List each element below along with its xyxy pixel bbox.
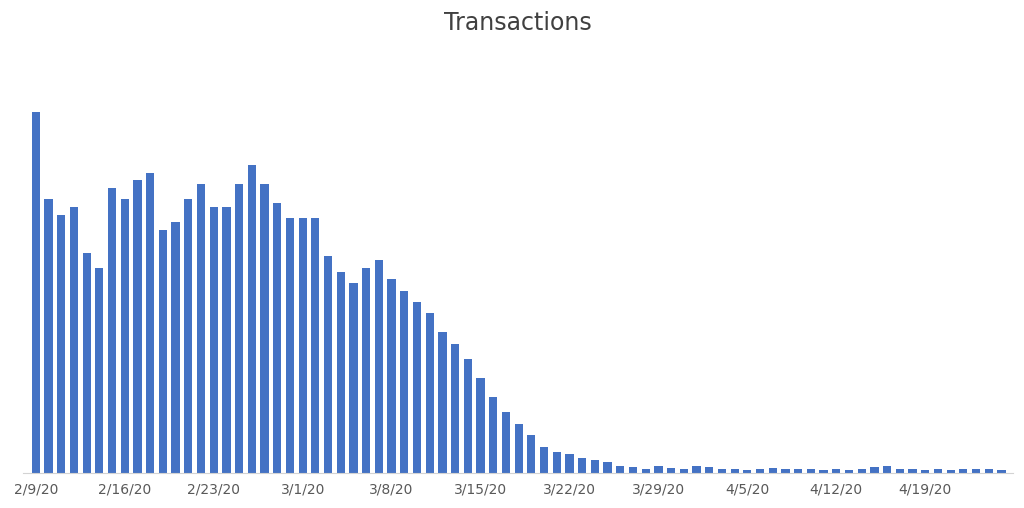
Bar xyxy=(680,468,688,473)
Bar xyxy=(540,447,548,473)
Bar xyxy=(413,302,421,473)
Bar xyxy=(502,412,510,473)
Bar xyxy=(324,257,332,473)
Bar xyxy=(578,458,587,473)
Title: Transactions: Transactions xyxy=(444,11,592,35)
Bar xyxy=(95,268,103,473)
Bar xyxy=(781,469,790,473)
Bar xyxy=(171,222,179,473)
Bar xyxy=(260,184,268,473)
Bar xyxy=(299,218,307,473)
Bar xyxy=(514,424,523,473)
Bar xyxy=(234,184,244,473)
Bar xyxy=(108,188,116,473)
Bar xyxy=(311,218,319,473)
Bar xyxy=(692,466,700,473)
Bar xyxy=(807,469,815,473)
Bar xyxy=(654,466,663,473)
Bar xyxy=(248,165,256,473)
Bar xyxy=(426,313,434,473)
Bar xyxy=(718,469,726,473)
Bar xyxy=(730,468,738,473)
Bar xyxy=(121,199,129,473)
Bar xyxy=(819,470,827,473)
Bar xyxy=(83,252,91,473)
Bar xyxy=(934,469,942,473)
Bar xyxy=(616,466,625,473)
Bar xyxy=(743,470,752,473)
Bar xyxy=(44,199,52,473)
Bar xyxy=(527,435,536,473)
Bar xyxy=(400,291,409,473)
Bar xyxy=(146,173,155,473)
Bar xyxy=(375,260,383,473)
Bar xyxy=(896,469,904,473)
Bar xyxy=(553,452,561,473)
Bar xyxy=(273,203,282,473)
Bar xyxy=(629,467,637,473)
Bar xyxy=(642,468,650,473)
Bar xyxy=(32,112,40,473)
Bar xyxy=(769,468,777,473)
Bar xyxy=(438,332,446,473)
Bar xyxy=(706,467,714,473)
Bar xyxy=(362,268,371,473)
Bar xyxy=(857,468,866,473)
Bar xyxy=(845,470,853,473)
Bar xyxy=(794,468,802,473)
Bar xyxy=(464,359,472,473)
Bar xyxy=(997,470,1006,473)
Bar xyxy=(756,469,764,473)
Bar xyxy=(476,378,484,473)
Bar xyxy=(959,469,968,473)
Bar xyxy=(451,344,459,473)
Bar xyxy=(184,199,193,473)
Bar xyxy=(946,470,954,473)
Bar xyxy=(883,466,891,473)
Bar xyxy=(667,468,675,473)
Bar xyxy=(70,207,78,473)
Bar xyxy=(210,207,218,473)
Bar xyxy=(591,460,599,473)
Bar xyxy=(908,468,916,473)
Bar xyxy=(870,467,879,473)
Bar xyxy=(57,214,66,473)
Bar xyxy=(349,283,357,473)
Bar xyxy=(489,397,498,473)
Bar xyxy=(972,468,980,473)
Bar xyxy=(222,207,230,473)
Bar xyxy=(565,454,573,473)
Bar xyxy=(985,469,993,473)
Bar xyxy=(286,218,294,473)
Bar xyxy=(603,462,611,473)
Bar xyxy=(133,180,141,473)
Bar xyxy=(197,184,205,473)
Bar xyxy=(387,279,395,473)
Bar xyxy=(833,469,841,473)
Bar xyxy=(922,470,930,473)
Bar xyxy=(337,272,345,473)
Bar xyxy=(159,230,167,473)
